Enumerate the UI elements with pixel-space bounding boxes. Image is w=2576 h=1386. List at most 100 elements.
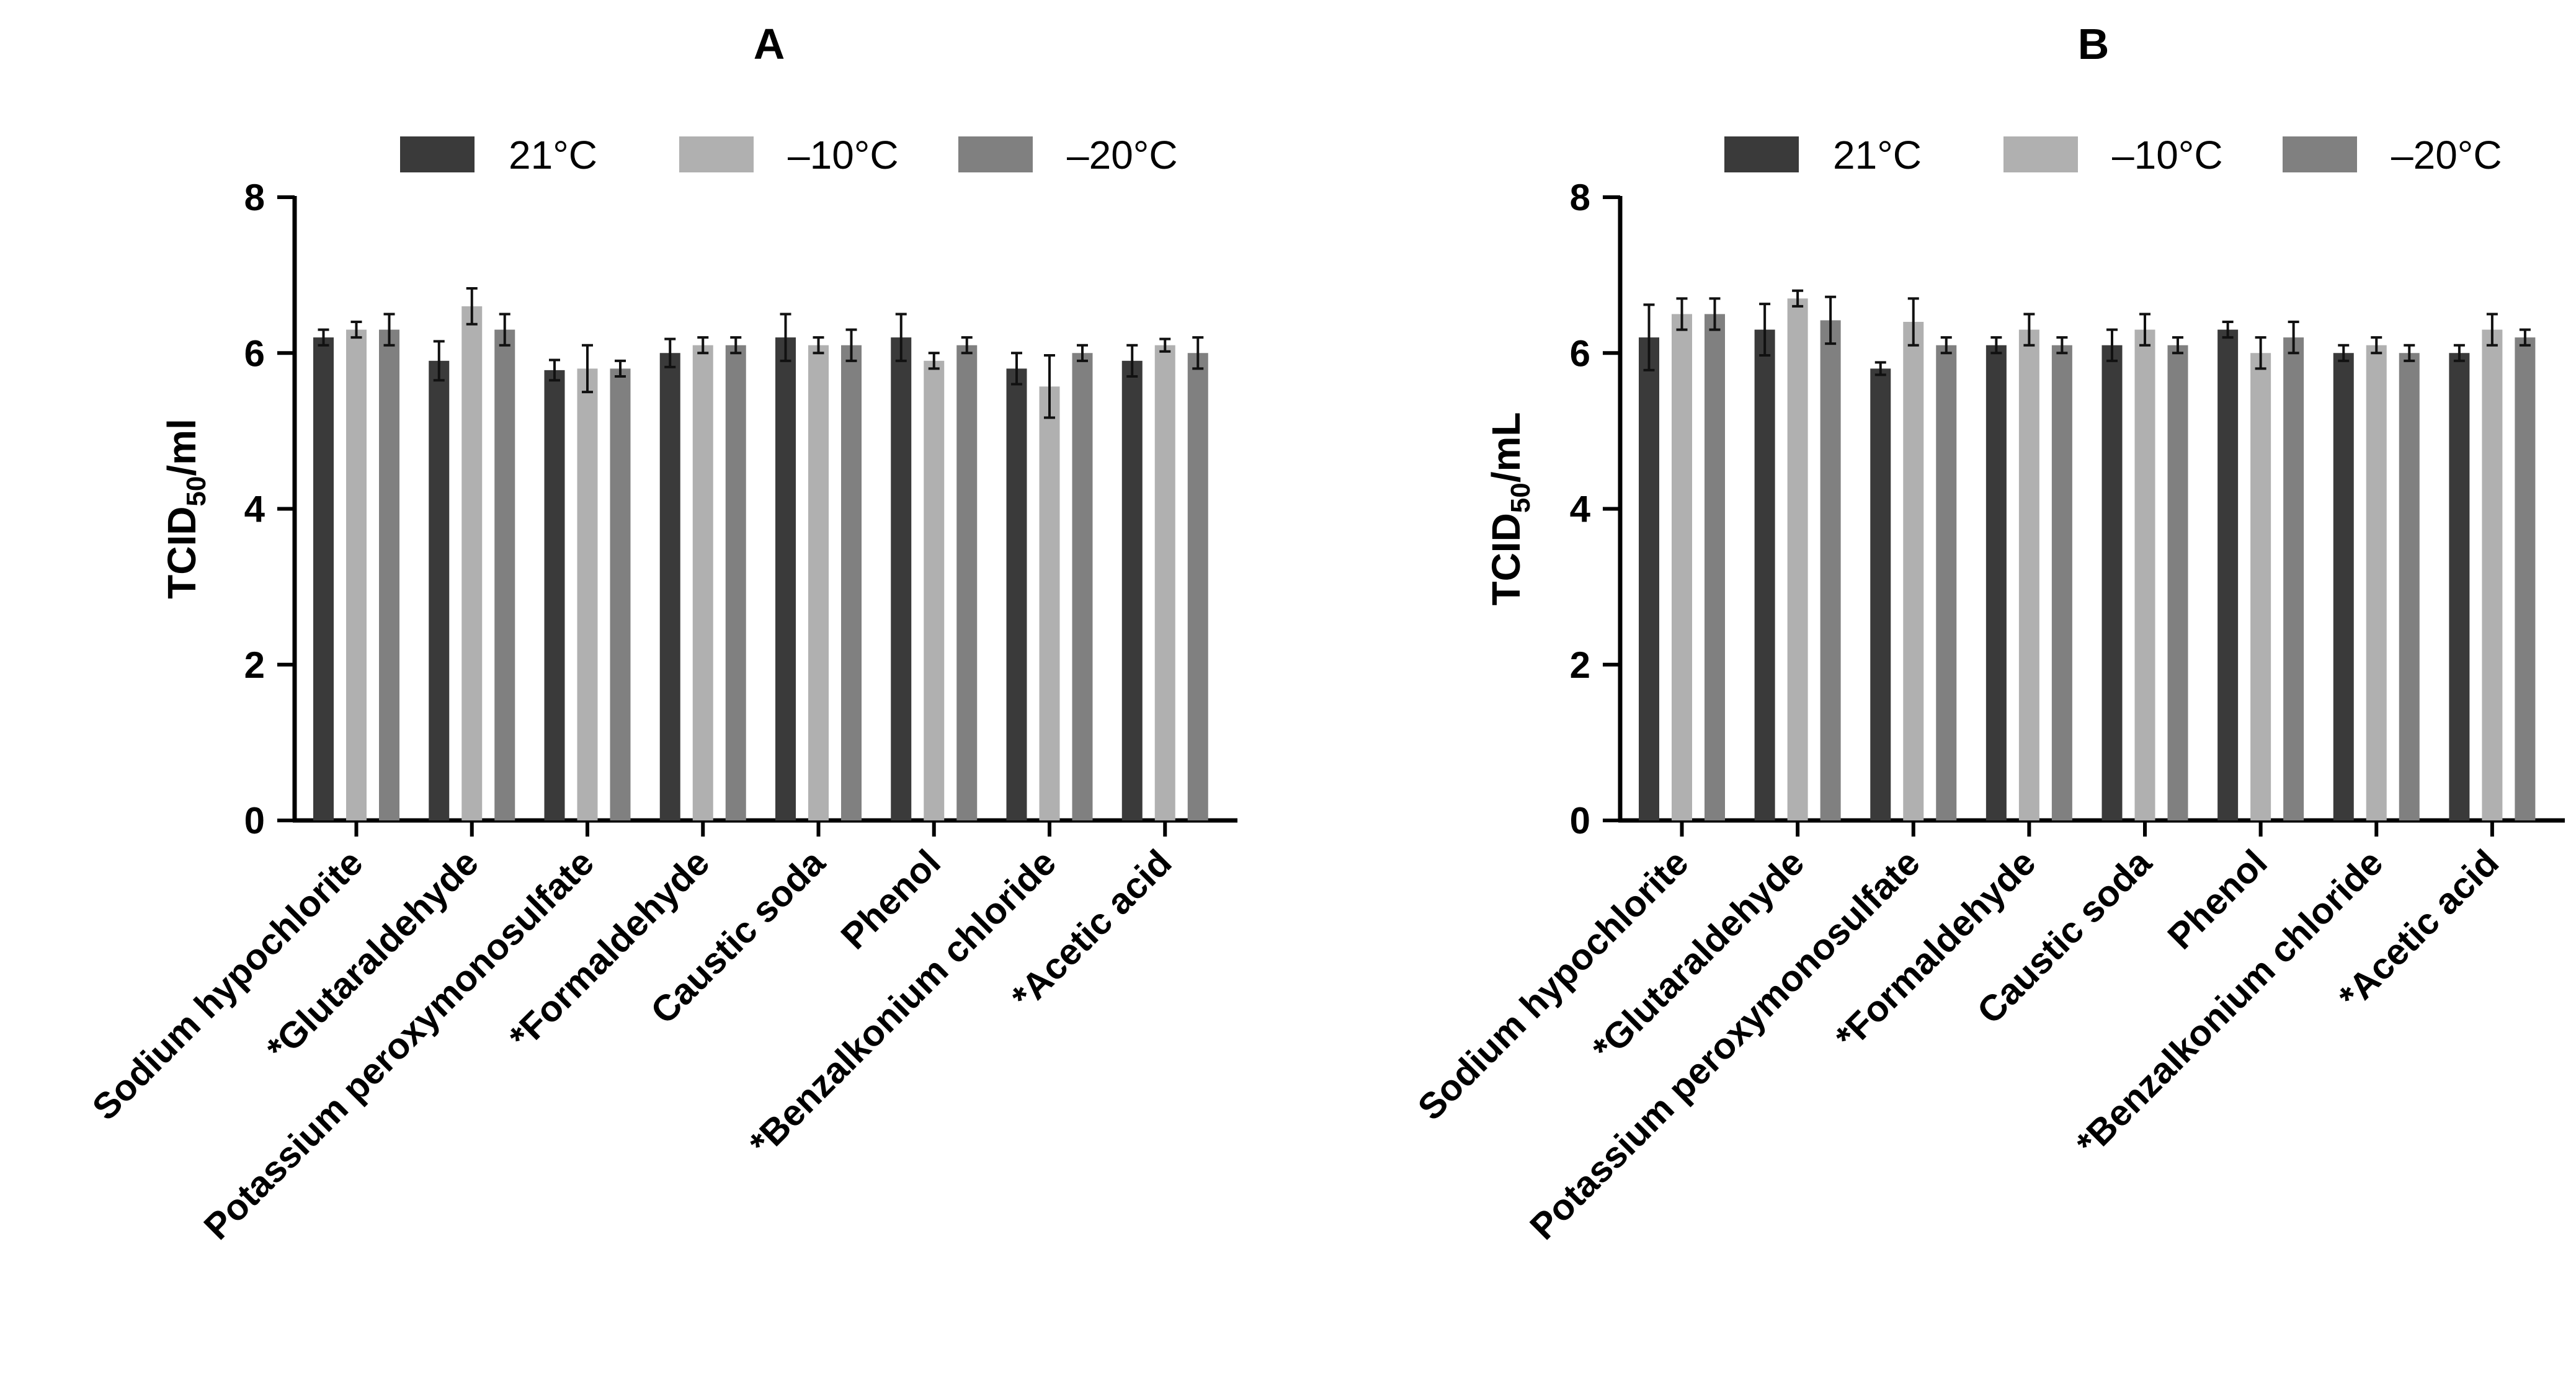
error-bar-5-0: [895, 313, 907, 362]
bar-7-1: [1154, 345, 1175, 820]
y-axis-label-main: TCID: [159, 507, 204, 599]
error-bar-6-0: [1011, 352, 1022, 386]
bar-2-1: [1903, 322, 1924, 820]
error-bar-4-2: [845, 328, 857, 362]
bar-5-1: [924, 360, 945, 820]
x-tick-label: Phenol: [833, 842, 948, 957]
bar-5-2: [956, 345, 978, 820]
bar-5-1: [2250, 353, 2271, 820]
error-bar-5-1: [928, 352, 940, 370]
y-tick-label: 4: [1570, 489, 1591, 530]
legend-label-1: –10°C: [2112, 133, 2223, 177]
bar-6-2: [1072, 353, 1093, 820]
error-bar-6-2: [2404, 344, 2415, 362]
error-bar-0-0: [1643, 303, 1655, 371]
bar-4-1: [2134, 329, 2155, 820]
error-bar-1-1: [466, 287, 478, 326]
error-bar-5-1: [2255, 336, 2266, 370]
error-bar-6-0: [2338, 344, 2350, 362]
bar-2-0: [1870, 368, 1891, 820]
error-bar-0-2: [1709, 297, 1721, 331]
legend-swatch-0: [1724, 136, 1799, 172]
x-tick-label: *Glutaraldehyde: [259, 842, 486, 1070]
bar-2-2: [610, 368, 631, 820]
legend-swatch-2: [958, 136, 1033, 172]
bar-6-1: [2366, 345, 2387, 820]
legend-swatch-0: [400, 136, 475, 172]
bar-3-1: [2018, 329, 2039, 820]
bar-4-2: [841, 345, 862, 820]
x-tick-label: *Formaldehyde: [1828, 842, 2044, 1058]
error-bar-7-1: [2486, 313, 2498, 347]
error-bar-0-1: [1676, 297, 1688, 331]
error-bar-2-1: [582, 344, 593, 394]
x-tick-label: *Formaldehyde: [501, 842, 717, 1058]
y-tick-label: 0: [244, 800, 265, 842]
bar-1-2: [1820, 320, 1841, 820]
legend: 21°C –10°C –20°C: [1724, 133, 2502, 177]
error-bar-2-1: [1907, 297, 1919, 347]
error-bar-4-0: [780, 313, 791, 362]
bars: [1639, 289, 2536, 820]
x-tick-label: *Glutaraldehyde: [1585, 842, 1812, 1070]
error-bar-1-2: [499, 313, 510, 347]
bar-4-0: [775, 337, 796, 820]
y-tick-label: 2: [1570, 644, 1590, 686]
legend-label-0: 21°C: [1833, 133, 1922, 177]
bar-5-0: [891, 337, 912, 820]
bar-3-0: [659, 353, 680, 820]
bar-3-0: [1985, 345, 2007, 820]
error-bar-3-0: [1990, 336, 2002, 355]
error-bar-5-2: [2288, 321, 2299, 355]
bar-1-2: [494, 329, 515, 820]
error-bar-6-1: [1044, 354, 1055, 419]
y-axis-label: TCID50/ml: [159, 419, 212, 599]
error-bar-1-0: [433, 340, 445, 382]
bar-0-1: [346, 329, 367, 820]
y-tick-label: 8: [1570, 177, 1590, 218]
error-bar-4-2: [2172, 336, 2183, 355]
bar-2-0: [544, 370, 565, 820]
error-bar-2-2: [615, 359, 626, 378]
error-bar-1-2: [1825, 295, 1837, 345]
bar-6-1: [1039, 386, 1060, 820]
error-bar-1-1: [1792, 289, 1804, 308]
bar-1-1: [1787, 298, 1808, 820]
x-tick-label: Phenol: [2160, 842, 2275, 957]
bars: [313, 287, 1208, 820]
error-bar-2-0: [1874, 361, 1886, 376]
error-bar-4-1: [813, 336, 824, 355]
bar-0-1: [1672, 314, 1692, 820]
bar-4-1: [808, 345, 829, 820]
error-bar-0-2: [383, 313, 395, 347]
bar-1-0: [429, 360, 450, 820]
bar-0-2: [1705, 314, 1725, 820]
error-bar-0-1: [350, 321, 362, 339]
y-tick-label: 6: [1570, 332, 1590, 374]
error-bar-7-1: [1159, 337, 1171, 353]
bar-3-1: [692, 345, 713, 820]
error-bar-7-0: [1126, 344, 1138, 378]
y-axis-label-subscript: 50: [1505, 482, 1536, 513]
error-bar-1-0: [1759, 303, 1771, 357]
y-tick-label: 2: [244, 644, 265, 686]
legend-label-0: 21°C: [509, 133, 597, 177]
chart-title: B: [2078, 20, 2110, 68]
error-bar-0-0: [318, 328, 329, 347]
bar-2-2: [1936, 345, 1957, 820]
y-tick-label: 6: [244, 332, 265, 374]
legend: 21°C –10°C –20°C: [400, 133, 1178, 177]
error-bar-3-2: [730, 336, 742, 355]
bar-6-2: [2399, 353, 2420, 820]
bar-0-0: [313, 337, 334, 820]
legend-label-2: –20°C: [1067, 133, 1178, 177]
bar-0-2: [379, 329, 399, 820]
y-axis-label-subscript: 50: [181, 476, 212, 507]
legend-label-1: –10°C: [788, 133, 899, 177]
error-bar-2-0: [549, 358, 560, 382]
error-bar-7-2: [2519, 328, 2531, 347]
error-bar-4-0: [2106, 328, 2118, 362]
